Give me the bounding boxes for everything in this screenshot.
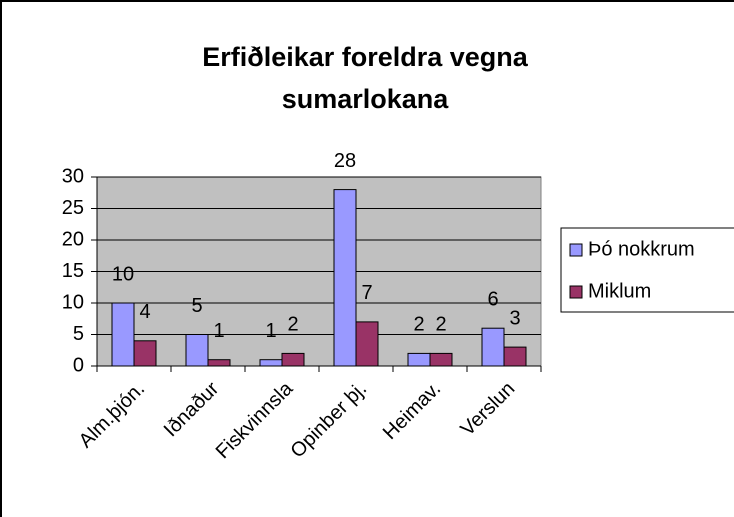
data-label: 6 <box>487 288 498 310</box>
y-tick-label: 25 <box>62 197 84 219</box>
bar <box>281 352 305 367</box>
data-label: 5 <box>191 295 202 317</box>
legend-swatch <box>569 243 583 257</box>
data-label: 2 <box>287 314 298 336</box>
chart-title: Erfiðleikar foreldra vegna sumarlokana <box>202 42 528 114</box>
bar <box>429 352 453 367</box>
legend-label: Miklum <box>588 280 651 302</box>
bar <box>259 359 283 367</box>
data-label: 10 <box>112 263 134 285</box>
legend-swatch <box>569 285 583 299</box>
legend-label: Þó nokkrum <box>588 238 695 260</box>
bar <box>481 327 505 367</box>
y-tick-label: 5 <box>73 323 84 345</box>
data-label: 4 <box>139 301 150 323</box>
data-label: 1 <box>265 320 276 342</box>
data-label: 7 <box>361 282 372 304</box>
bar <box>111 302 135 367</box>
bar <box>207 359 231 367</box>
data-label: 28 <box>334 150 356 172</box>
y-tick-label: 15 <box>62 260 84 282</box>
bar <box>503 346 527 367</box>
bar <box>355 321 379 367</box>
y-tick-label: 10 <box>62 291 84 313</box>
legend-box <box>560 227 734 313</box>
bar <box>185 334 209 367</box>
y-tick-label: 20 <box>62 228 84 250</box>
y-tick-label: 0 <box>73 354 84 376</box>
bar <box>133 340 157 367</box>
bar <box>407 352 431 367</box>
data-label: 1 <box>213 320 224 342</box>
data-label: 3 <box>509 307 520 329</box>
data-label: 2 <box>413 314 424 336</box>
y-tick-label: 30 <box>62 165 84 187</box>
data-label: 2 <box>435 314 446 336</box>
bar <box>333 189 357 367</box>
